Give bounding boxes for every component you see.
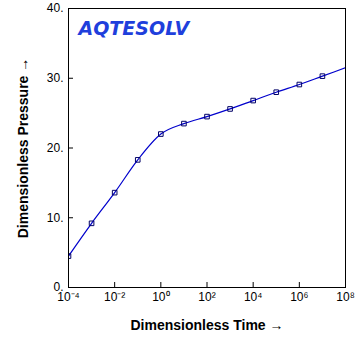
svg-text:10²: 10²: [198, 290, 215, 304]
svg-text:40.: 40.: [47, 1, 64, 15]
svg-text:10⁴: 10⁴: [244, 290, 263, 304]
svg-text:30.: 30.: [47, 71, 64, 85]
svg-text:10⁰: 10⁰: [152, 290, 169, 304]
svg-text:10⁻⁴: 10⁻⁴: [57, 290, 80, 304]
svg-text:0.: 0.: [53, 280, 63, 294]
svg-text:10⁶: 10⁶: [290, 290, 308, 304]
svg-text:AQTESOLV: AQTESOLV: [77, 17, 191, 39]
svg-text:20.: 20.: [47, 141, 64, 155]
svg-text:10⁸: 10⁸: [336, 290, 354, 304]
svg-text:Dimensionless Pressure →: Dimensionless Pressure →: [15, 58, 31, 239]
svg-text:Dimensionless Time →: Dimensionless Time →: [130, 317, 283, 333]
svg-text:10⁻²: 10⁻²: [104, 290, 125, 304]
svg-text:10.: 10.: [47, 211, 64, 225]
